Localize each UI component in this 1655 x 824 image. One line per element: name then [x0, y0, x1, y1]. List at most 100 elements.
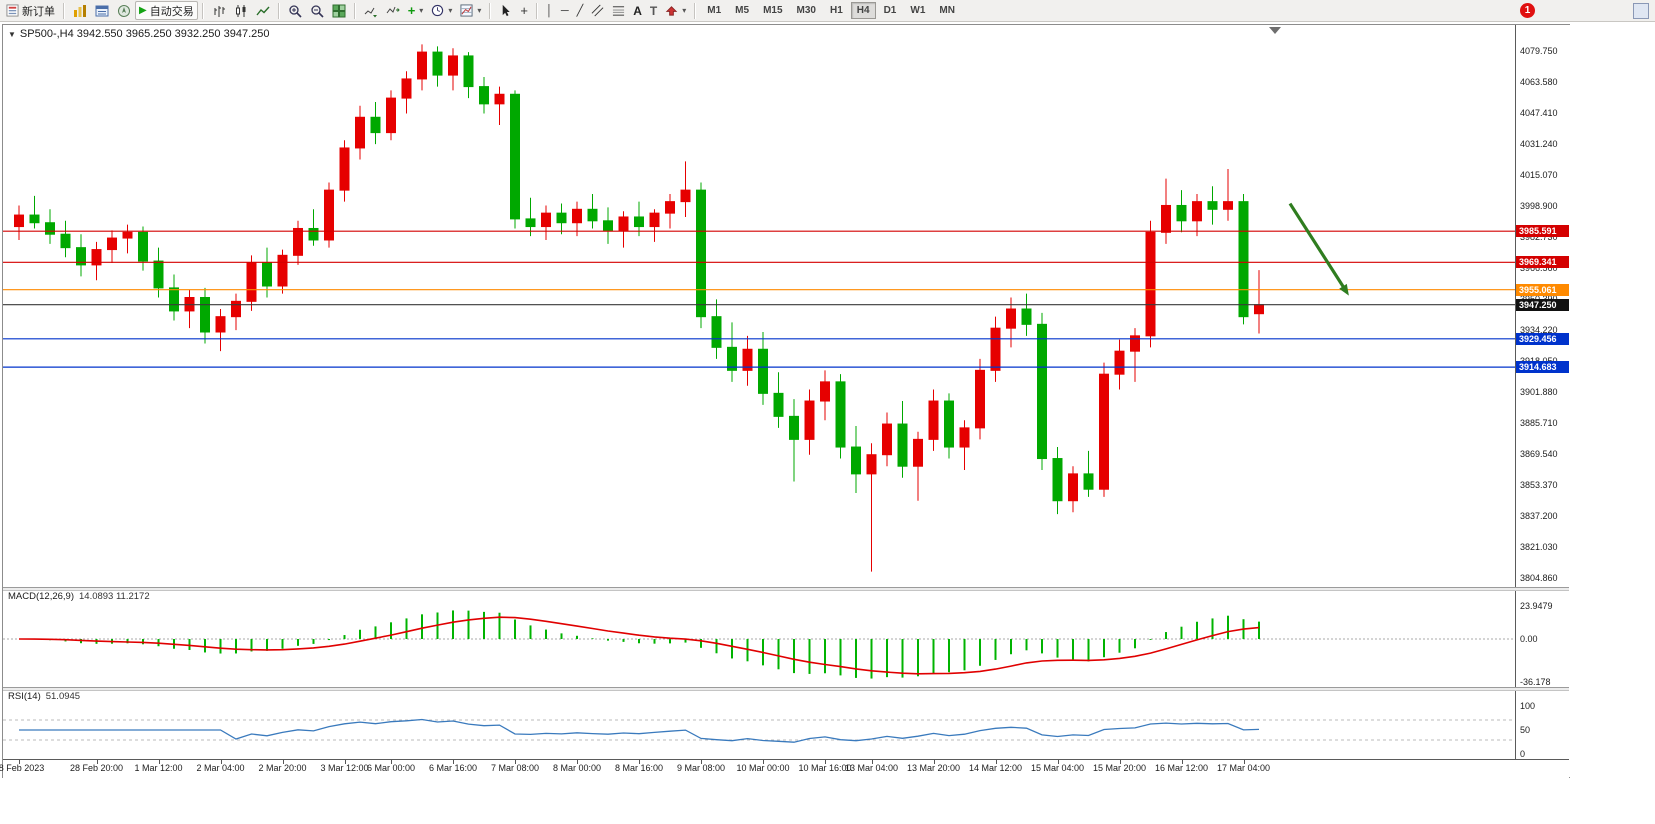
chart-menu-arrow-icon[interactable]: ▼	[8, 30, 16, 39]
auto-scroll-button[interactable]	[360, 1, 382, 20]
clock-icon	[432, 4, 444, 17]
navigator-button[interactable]	[113, 1, 135, 20]
auto-trading-button[interactable]: ▶ 自动交易	[135, 1, 198, 20]
bar-chart-mode-button[interactable]	[208, 1, 230, 20]
line-chart-mode-button[interactable]	[252, 1, 274, 20]
candle-body	[1176, 204, 1187, 222]
shapes-tool-button[interactable]: ▾	[661, 1, 690, 20]
trendline-tool-button[interactable]: ╱	[573, 1, 588, 20]
candle-body	[138, 231, 148, 262]
fibonacci-icon	[613, 6, 625, 16]
chart-title: ▼ SP500-,H4 3942.550 3965.250 3932.250 39…	[8, 28, 269, 40]
candle-body	[727, 346, 737, 371]
chart-shift-button[interactable]	[382, 1, 404, 20]
candle-body	[773, 392, 784, 417]
candle-body	[835, 381, 846, 448]
timeframe-button-m15[interactable]: M15	[757, 2, 788, 19]
candle-body	[1130, 335, 1140, 352]
candlestick-mode-button[interactable]	[230, 1, 252, 20]
time-axis-label: 3 Mar 12:00	[320, 763, 369, 773]
time-axis-label: 6 Mar 16:00	[428, 763, 478, 773]
timeframe-button-mn[interactable]: MN	[933, 2, 961, 19]
price-axis-tick-label: 3918.050	[1520, 356, 1558, 366]
candle-body	[897, 423, 908, 467]
zoom-in-button[interactable]	[284, 1, 306, 20]
chart-plot-area[interactable]	[3, 25, 1515, 777]
chart-shift-marker-icon[interactable]	[1269, 27, 1281, 34]
rsi-value: 51.0945	[45, 691, 81, 702]
candle-body	[680, 189, 691, 203]
candle-body	[1083, 473, 1094, 490]
horizontal-line-tool-button[interactable]: ─	[557, 1, 573, 20]
market-watch-button[interactable]	[69, 1, 91, 20]
candle-body	[231, 300, 241, 318]
vertical-line-tool-button[interactable]: │	[542, 1, 557, 20]
timeframe-button-m1[interactable]: M1	[701, 2, 727, 19]
time-axis-label: 9 Mar 08:00	[676, 763, 726, 773]
time-axis[interactable]: 28 Feb 2023 28 Feb 20:00 1 Mar 12:00 2 Mar …	[0, 759, 1569, 778]
time-axis-label: 10 Mar 16:00	[798, 763, 852, 773]
candle-body	[293, 227, 303, 256]
add-indicator-button[interactable]: + ▾	[404, 1, 428, 20]
candle-body	[742, 348, 753, 371]
new-order-button[interactable]: 新订单	[2, 1, 59, 20]
crosshair-icon: +	[520, 3, 528, 18]
candle-body	[355, 116, 365, 149]
text-label-tool-button[interactable]: T	[646, 1, 661, 20]
candle-body	[339, 147, 350, 191]
macd-signal-line	[18, 616, 1260, 675]
candle-body	[928, 400, 939, 440]
panel-separator-macd-rsi[interactable]	[3, 687, 1569, 691]
annotation-arrow-line[interactable]	[1288, 202, 1348, 292]
candle-body	[401, 78, 412, 99]
time-axis-tick	[1243, 760, 1245, 764]
zoom-out-button[interactable]	[306, 1, 328, 20]
timeframe-button-m5[interactable]: M5	[729, 2, 755, 19]
tile-windows-button[interactable]	[328, 1, 350, 20]
candle-body	[665, 201, 675, 214]
channel-tool-button[interactable]	[587, 1, 608, 20]
crosshair-tool-button[interactable]: +	[516, 1, 532, 20]
toolbar-separator	[489, 2, 492, 19]
time-axis-tick	[282, 760, 284, 764]
time-axis-label: 17 Mar 04:00	[1216, 763, 1271, 773]
price-axis-tick-label: 3853.370	[1520, 479, 1558, 490]
time-axis-tick	[639, 760, 640, 764]
price-axis-tick-label: 4015.070	[1520, 169, 1558, 180]
data-window-button[interactable]	[91, 1, 113, 20]
fibonacci-tool-button[interactable]	[608, 1, 629, 20]
candle-body	[711, 316, 722, 348]
candle-body	[959, 427, 970, 448]
candle-body	[463, 55, 474, 88]
candle-body	[975, 369, 985, 429]
template-button[interactable]: ▾	[456, 1, 485, 20]
panel-separator-main-macd[interactable]	[3, 587, 1569, 591]
time-axis-tick	[96, 760, 98, 764]
price-axis-tick-label: 3950.390	[1520, 294, 1558, 304]
candle-body	[29, 214, 40, 224]
time-axis-tick	[391, 760, 392, 764]
candle-body	[804, 400, 815, 440]
timeframe-button-h1[interactable]: H1	[824, 2, 849, 19]
time-axis-tick	[763, 760, 764, 764]
candle-body	[587, 208, 598, 222]
timeframe-button-w1[interactable]: W1	[904, 2, 931, 19]
macd-axis-zero: 0.00	[1520, 634, 1538, 644]
price-axis[interactable]: 4079.750 4063.580 4047.410 4031.240 4015.070…	[1515, 25, 1570, 777]
candle-body	[246, 262, 257, 302]
notification-badge[interactable]: 1	[1520, 3, 1535, 18]
text-tool-button[interactable]: A	[629, 1, 646, 20]
period-selector-button[interactable]: ▾	[427, 1, 456, 20]
candle-body	[541, 212, 551, 228]
toolbar-corner-icon[interactable]	[1633, 2, 1649, 19]
candle-body	[14, 214, 24, 228]
candle-body	[990, 327, 1001, 371]
cursor-tool-button[interactable]	[495, 1, 516, 20]
time-axis-label: 16 Mar 12:00	[1154, 763, 1209, 773]
cursor-icon	[503, 4, 511, 17]
timeframe-button-m30[interactable]: M30	[791, 2, 822, 19]
timeframe-button-h4[interactable]: H4	[850, 2, 876, 19]
time-axis-label: 2 Mar 04:00	[196, 763, 245, 773]
hline-price-tag: 3985.591	[1516, 225, 1569, 238]
timeframe-button-d1[interactable]: D1	[878, 2, 903, 19]
